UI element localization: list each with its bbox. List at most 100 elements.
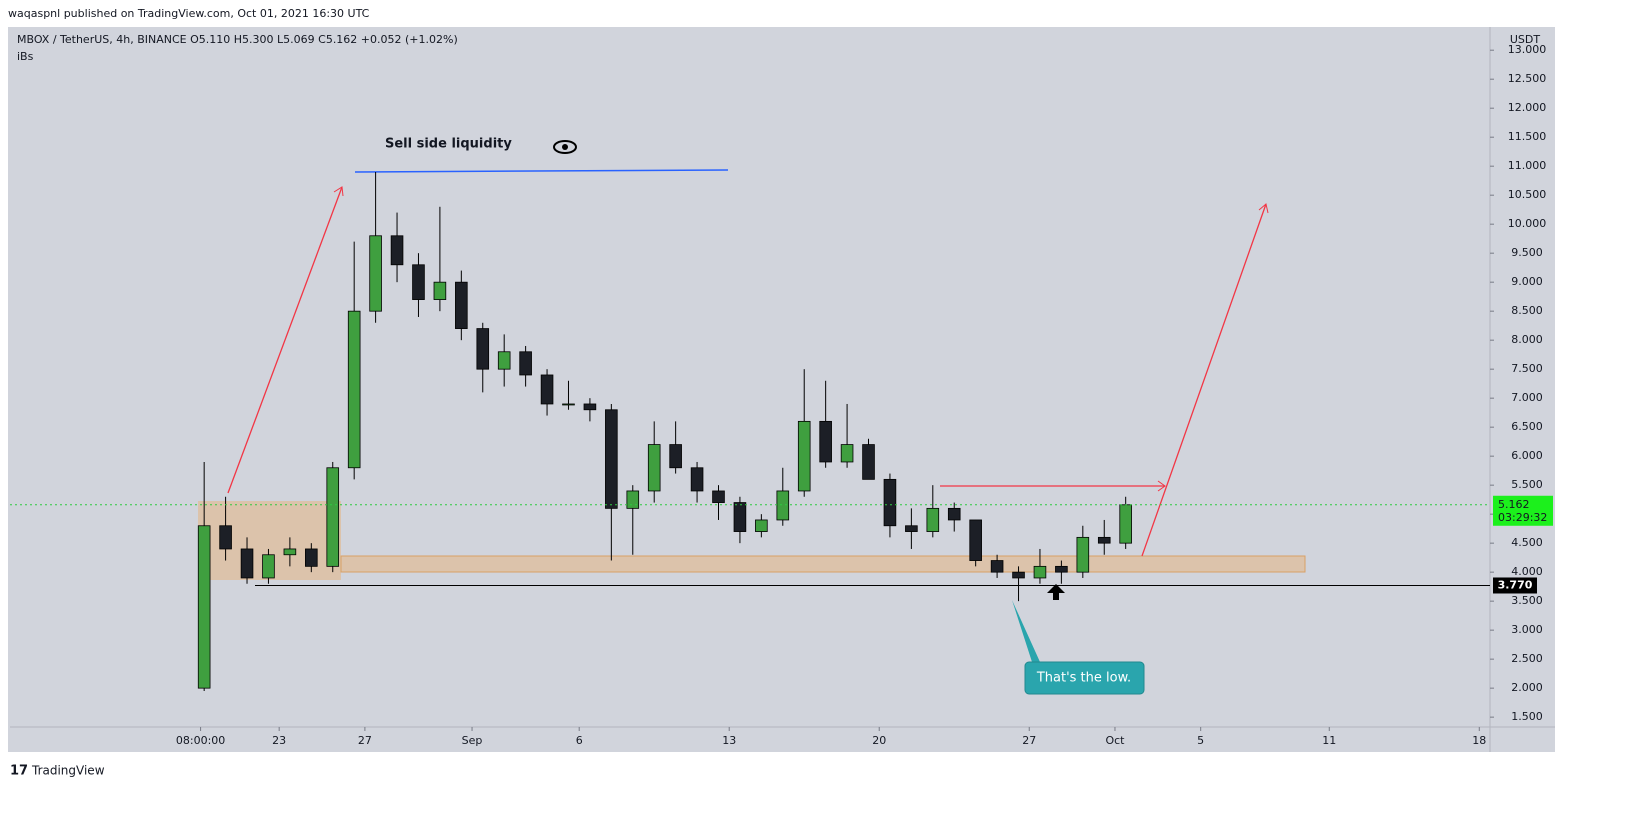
y-tick-label: 7.500 [1511, 362, 1543, 375]
countdown: 03:29:32 [1498, 511, 1547, 524]
x-tick-label: 08:00:00 [176, 734, 225, 747]
svg-text:17: 17 [10, 764, 28, 779]
annotation: Sell side liquidity [385, 137, 512, 152]
x-tick-label: Sep [462, 734, 483, 747]
callout [1024, 661, 1145, 695]
y-tick-label: 2.500 [1511, 652, 1543, 665]
currency: USDT [1510, 33, 1541, 46]
level-label: 3.770 [1498, 578, 1533, 591]
y-tick-label: 11.500 [1508, 130, 1547, 143]
candle-body [712, 490, 725, 503]
candle-body [905, 525, 918, 532]
liquidity-line [354, 169, 729, 173]
candle-body [369, 235, 382, 312]
candle-body [733, 502, 747, 532]
candle-body [1012, 571, 1025, 579]
candle-body [540, 374, 554, 405]
chart-bg [8, 27, 1555, 752]
candle-body [1055, 565, 1068, 573]
arrow [227, 186, 343, 494]
y-tick-label: 3.000 [1511, 623, 1543, 636]
y-tick-label: 9.000 [1511, 275, 1543, 288]
candle-body [883, 478, 897, 527]
y-tick-label: 4.000 [1511, 565, 1543, 578]
published: waqaspnl published on TradingView.com, O… [8, 7, 370, 20]
zone-band [340, 555, 1306, 573]
y-tick-label: 3.500 [1511, 594, 1543, 607]
candle-body [626, 490, 640, 509]
candle-body [197, 525, 211, 689]
y-tick-label: 4.500 [1511, 536, 1543, 549]
candle-body [283, 548, 297, 556]
x-tick-label: 11 [1322, 734, 1336, 747]
candle-body [497, 351, 511, 370]
footer-logo: 17 [10, 764, 28, 779]
candle-body [562, 403, 575, 406]
candle-body [862, 444, 875, 480]
candle-body [390, 235, 404, 266]
last-price-label: 5.162 [1498, 498, 1530, 511]
candle-body [1119, 504, 1132, 544]
candle-body [433, 281, 447, 300]
x-tick-label: 6 [576, 734, 583, 747]
candle-body [1033, 565, 1047, 579]
candle-body [690, 467, 704, 492]
candle-body [240, 548, 254, 579]
candle-body [755, 519, 768, 532]
indicator: iBs [17, 50, 34, 63]
candle-body [819, 420, 832, 463]
y-tick-label: 10.000 [1508, 217, 1547, 230]
candle-body [840, 444, 854, 463]
candle-body [969, 519, 982, 561]
candle-body [797, 420, 811, 492]
callout-pointer [1012, 600, 1040, 662]
y-tick-label: 8.000 [1511, 333, 1543, 346]
candle-body [1076, 536, 1090, 573]
x-tick-label: Oct [1105, 734, 1125, 747]
eye-icon [553, 140, 577, 154]
y-tick-label: 12.000 [1508, 101, 1547, 114]
candle-body [305, 548, 318, 567]
candle-body [326, 467, 340, 567]
candle-body [583, 403, 597, 411]
candle-body [476, 328, 490, 370]
candle-body [455, 281, 468, 329]
y-tick-label: 6.000 [1511, 449, 1543, 462]
candle-body [347, 310, 361, 469]
brand: TradingView [31, 764, 105, 778]
y-tick-label: 12.500 [1508, 72, 1547, 85]
x-tick-label: 20 [872, 734, 886, 747]
candle-body [262, 554, 275, 579]
candle-body [1097, 536, 1111, 544]
y-tick-label: 2.000 [1511, 681, 1543, 694]
candle-body [219, 525, 232, 550]
arrow-head [333, 186, 344, 197]
level-box [1493, 577, 1537, 594]
x-tick-label: 13 [722, 734, 736, 747]
candle-body [647, 444, 661, 492]
candle-body [669, 444, 682, 469]
candle-body [519, 351, 532, 376]
last-price-box [1493, 495, 1553, 526]
candle-body [926, 507, 940, 532]
up-arrow [1047, 584, 1065, 600]
arrow-head [1157, 480, 1166, 492]
y-tick-label: 13.000 [1508, 43, 1547, 56]
x-tick-label: 5 [1197, 734, 1204, 747]
y-tick-label: 7.000 [1511, 391, 1543, 404]
candle-body [776, 490, 790, 521]
candle-body [605, 409, 618, 509]
y-tick-label: 1.500 [1511, 710, 1543, 723]
candle-body [990, 560, 1004, 573]
symbol-info: MBOX / TetherUS, 4h, BINANCE O5.110 H5.3… [17, 33, 458, 46]
y-tick-label: 6.500 [1511, 420, 1543, 433]
y-tick-label: 5.500 [1511, 478, 1543, 491]
x-tick-label: 27 [1022, 734, 1036, 747]
x-tick-label: 27 [358, 734, 372, 747]
candle-body [412, 264, 425, 300]
y-tick-label: 9.500 [1511, 246, 1543, 259]
arrow [1141, 203, 1267, 557]
y-tick-label: 10.500 [1508, 188, 1547, 201]
